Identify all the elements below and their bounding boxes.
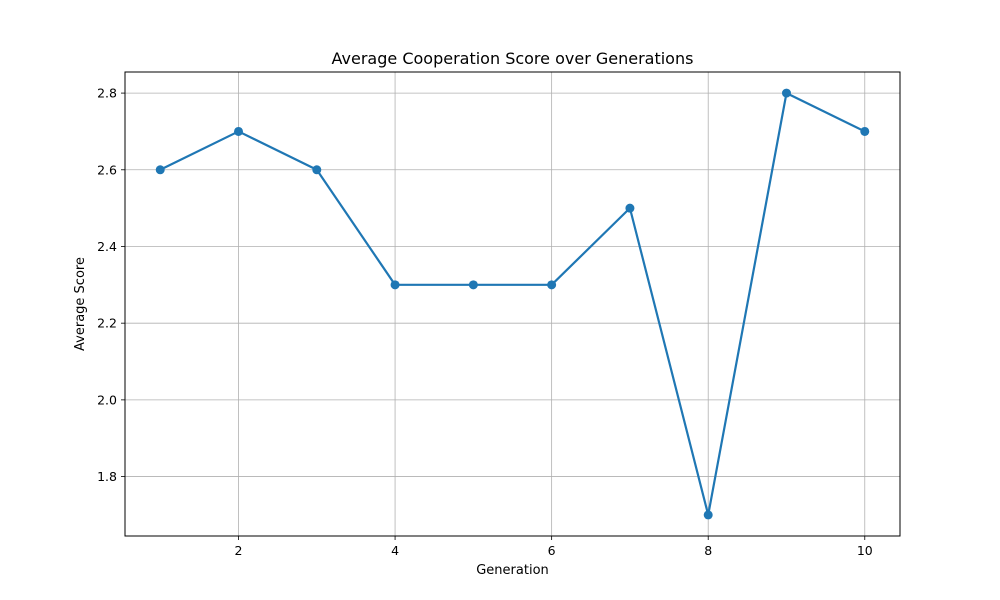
data-point [781,88,791,98]
grid-layer [125,72,900,536]
series-line [159,91,866,517]
data-point [390,280,400,290]
data-point [155,165,165,175]
y-tick-label: 2.8 [97,86,117,101]
data-point [860,126,870,136]
plot-area-frame [124,71,901,537]
chart-title: Average Cooperation Score over Generatio… [332,49,694,68]
ticks: 2 4 6 8 10 1.8 2.0 2.2 2.4 2.6 2.8 [97,86,873,558]
x-tick-label: 2 [235,543,243,558]
x-tick-label: 8 [704,543,712,558]
x-tick-label: 4 [391,543,399,558]
data-point [234,126,244,136]
data-point [468,280,478,290]
y-axis-label: Average Score [73,257,88,351]
y-tick-label: 2.4 [97,239,117,254]
data-point [312,165,322,175]
y-tick-label: 2.0 [97,392,117,407]
series-layer [155,88,870,520]
y-tick-label: 1.8 [97,469,117,484]
data-point [625,203,635,213]
x-tick-label: 10 [857,543,873,558]
data-point [547,280,557,290]
y-tick-label: 2.6 [97,162,117,177]
x-axis-label: Generation [476,563,549,578]
data-point [703,510,713,520]
x-tick-label: 6 [548,543,556,558]
y-tick-label: 2.2 [97,316,117,331]
